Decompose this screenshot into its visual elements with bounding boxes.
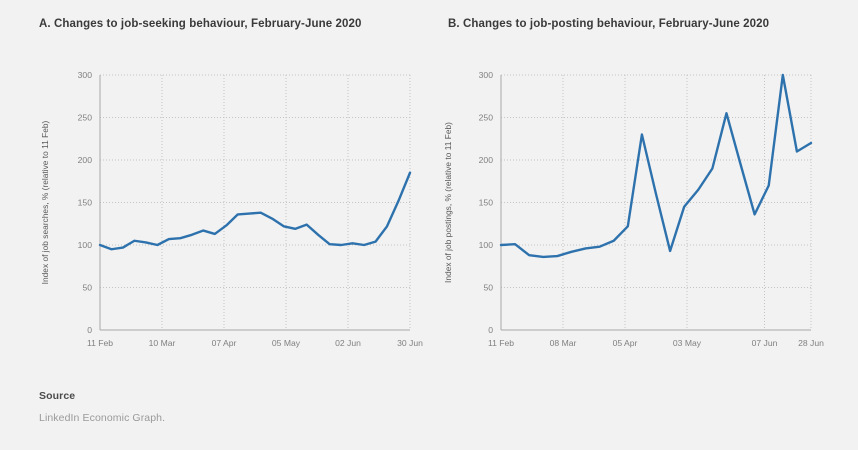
x-axis-tick-label: 05 Apr — [613, 338, 638, 348]
x-axis-tick-label: 30 Jun — [397, 338, 423, 348]
source-footer: Source LinkedIn Economic Graph. — [39, 390, 439, 424]
y-axis-title: Index of job postings, % (relative to 11… — [443, 122, 453, 283]
line-chart-job-postings: 0 50 100 150 200 250 300 11 Feb 08 Mar 05 Apr 03 M… — [443, 70, 824, 348]
y-axis-tick-label: 300 — [78, 70, 93, 80]
x-axis-tick-label: 07 Jun — [752, 338, 778, 348]
panel-b-chart: 0 50 100 150 200 250 300 11 Feb 08 Mar 05 Apr 03 M… — [429, 52, 858, 360]
panel-a-chart: 0 50 100 150 200 250 300 11 Feb 10 Mar 07 Apr 05 M… — [0, 52, 429, 360]
x-axis-tick-label: 11 Feb — [87, 338, 113, 348]
y-axis-tick-label: 50 — [483, 283, 493, 293]
series-line-panel-b — [499, 73, 813, 259]
y-axis-tick-label: 0 — [87, 325, 92, 335]
x-axis-tick-label: 10 Mar — [149, 338, 176, 348]
panel-job-posting: B. Changes to job-posting behaviour, Feb… — [429, 0, 858, 372]
source-heading: Source — [39, 390, 76, 402]
x-axis-tick-label: 03 May — [673, 338, 702, 348]
x-axis-tick-label: 08 Mar — [550, 338, 577, 348]
y-axis-tick-label: 250 — [479, 113, 494, 123]
x-axis-tick-label: 28 Jun — [798, 338, 824, 348]
line-chart-job-searches: 0 50 100 150 200 250 300 11 Feb 10 Mar 07 Apr 05 M… — [40, 70, 423, 348]
source-text: LinkedIn Economic Graph. — [39, 412, 166, 424]
y-axis-tick-label: 150 — [78, 198, 93, 208]
panel-b-title: B. Changes to job-posting behaviour, Feb… — [448, 18, 770, 30]
y-axis-tick-label: 100 — [78, 240, 93, 250]
y-axis-tick-label: 200 — [479, 155, 494, 165]
panel-a-title: A. Changes to job-seeking behaviour, Feb… — [39, 18, 362, 30]
y-axis-tick-label: 250 — [78, 113, 93, 123]
x-axis-tick-label: 11 Feb — [488, 338, 514, 348]
y-axis-tick-label: 100 — [479, 240, 494, 250]
panel-job-seeking: A. Changes to job-seeking behaviour, Feb… — [0, 0, 429, 372]
x-axis-tick-label: 02 Jun — [335, 338, 361, 348]
y-axis-title: Index of job searches, % (relative to 11… — [40, 120, 50, 284]
y-axis-tick-label: 50 — [82, 283, 92, 293]
y-axis-tick-label: 0 — [488, 325, 493, 335]
y-axis-tick-label: 300 — [479, 70, 494, 80]
x-axis-tick-label: 07 Apr — [212, 338, 237, 348]
chart-panels: A. Changes to job-seeking behaviour, Feb… — [0, 0, 858, 372]
series-line-panel-a — [98, 171, 412, 251]
x-axis-tick-label: 05 May — [272, 338, 301, 348]
y-axis-tick-label: 150 — [479, 198, 494, 208]
y-axis-tick-label: 200 — [78, 155, 93, 165]
